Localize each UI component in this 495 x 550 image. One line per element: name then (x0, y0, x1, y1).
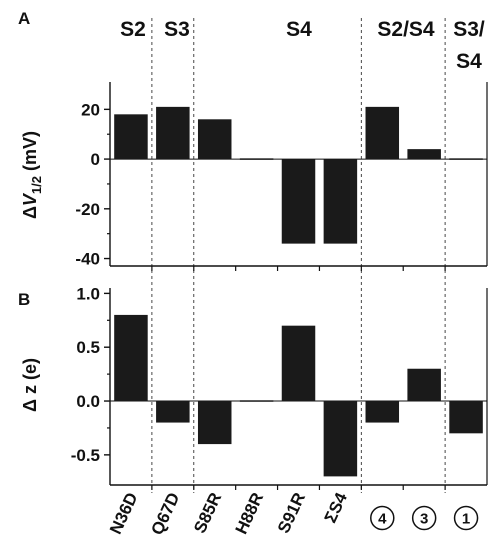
bar (365, 106, 400, 160)
x-category-labels: N36D Q67D S85R H88R S91R ΣS4 4 3 1 (106, 489, 479, 538)
bar (407, 149, 441, 160)
bar (449, 158, 483, 160)
bar (156, 401, 190, 423)
bar (197, 119, 232, 160)
x-tick-label: H88R (232, 490, 268, 537)
segment-label: S4 (456, 50, 482, 73)
bar (114, 314, 148, 402)
x-tick-label: ΣS4 (321, 489, 352, 526)
bar (323, 401, 358, 477)
y-tick-label: 0.0 (76, 392, 100, 411)
bar (449, 401, 483, 434)
x-tick-label: Q67D (147, 490, 183, 538)
chart-panel-a: A -40 -20 0 20 ΔV1/2 (mV) (18, 9, 488, 271)
segment-label: S3/ (453, 18, 485, 41)
y-tick-label: -0.5 (71, 446, 100, 465)
panel-letter: B (18, 290, 30, 309)
y-tick-label: -20 (75, 200, 100, 219)
bar (114, 114, 148, 160)
x-tick-label: 3 (411, 505, 437, 531)
y-tick-label: 20 (81, 100, 100, 119)
chart-panel-b: B -0.5 0.0 0.5 1.0 Δ z (e) (18, 284, 488, 490)
bar (365, 401, 400, 423)
panel-letter: A (18, 9, 30, 28)
svg-text:1: 1 (462, 511, 470, 528)
segment-label: S2/S4 (377, 18, 435, 41)
bar (323, 159, 358, 244)
y-axis-title: Δ z (e) (20, 358, 40, 412)
x-tick-label: 4 (370, 505, 395, 531)
x-tick-label: 1 (453, 505, 479, 531)
segment-label: S4 (286, 18, 312, 41)
bar (407, 368, 441, 402)
y-tick-label: -40 (75, 250, 100, 269)
bar (239, 400, 274, 402)
bar (239, 158, 274, 160)
segment-header: S2 S3 S4 S2/S4 S3/S4 (120, 18, 485, 73)
y-axis-title: ΔV1/2 (mV) (20, 131, 44, 219)
bar (197, 401, 232, 445)
svg-text:4: 4 (378, 511, 387, 528)
x-tick-label: S91R (274, 490, 309, 537)
x-tick-label: S85R (190, 490, 225, 537)
y-tick-label: 1.0 (76, 284, 100, 303)
x-tick-label: N36D (106, 490, 142, 537)
svg-text:3: 3 (420, 511, 428, 528)
y-tick-label: 0 (91, 150, 100, 169)
segment-label: S3 (164, 18, 190, 41)
bar (156, 106, 190, 160)
segment-label: S2 (120, 18, 146, 41)
bar (281, 159, 316, 244)
y-tick-label: 0.5 (76, 338, 100, 357)
segment-dividers (151, 18, 446, 493)
bar (281, 325, 316, 402)
